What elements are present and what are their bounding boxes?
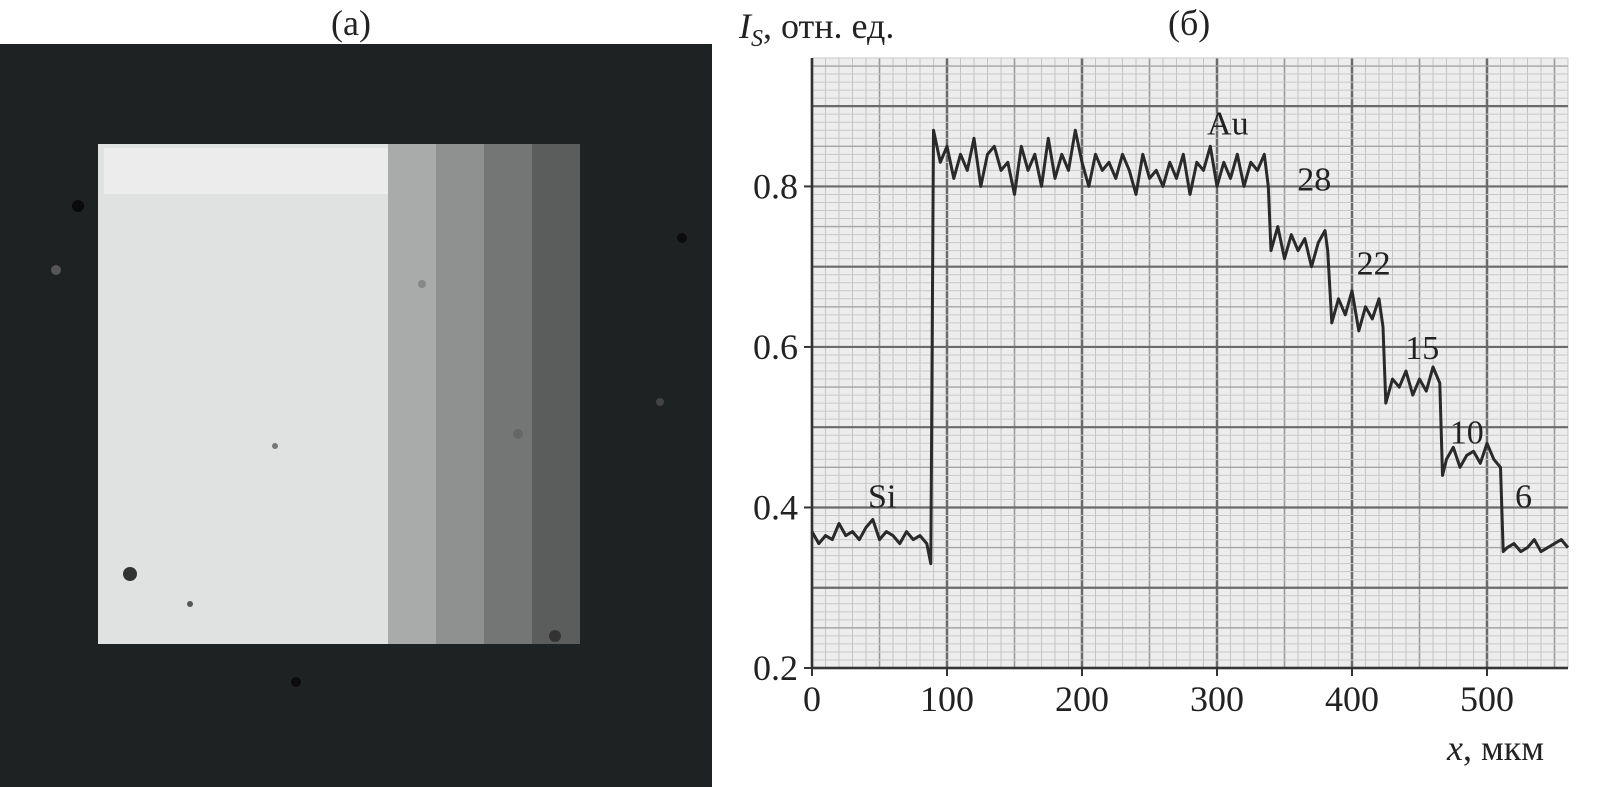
annotation-label: Si: [868, 478, 896, 515]
y-tick-label: 0.4: [753, 487, 798, 527]
strip-28: [388, 144, 436, 644]
strip-15: [484, 144, 532, 644]
x-axis-label: x, мкм: [1446, 728, 1544, 768]
y-tick-label: 0.2: [753, 648, 798, 688]
annotation-label: 22: [1357, 246, 1391, 283]
au-pad: [98, 144, 388, 644]
x-tick-label: 300: [1190, 679, 1244, 719]
axes: [810, 58, 1568, 670]
panel-label-b: (б): [1168, 3, 1211, 43]
x-tick-label: 500: [1460, 679, 1514, 719]
x-tick-label: 100: [920, 679, 974, 719]
x-tick-label: 200: [1055, 679, 1109, 719]
annotation-label: 10: [1450, 414, 1484, 451]
dust-specks: [51, 200, 687, 687]
y-axis-label: IS, отн. ед.: [738, 6, 894, 52]
annotation-label: Au: [1207, 105, 1249, 142]
annotations: Si Au 28 22 15 10 6: [868, 105, 1532, 515]
sample-micrograph: [0, 44, 712, 787]
annotation-label: 15: [1405, 330, 1439, 367]
y-tick-label: 0.8: [753, 166, 798, 206]
annotation-label: 28: [1297, 161, 1331, 198]
annotation-label: 6: [1515, 478, 1532, 515]
strip-10: [532, 144, 580, 644]
au-pad-top-band: [104, 148, 388, 194]
tick-labels: 0 100 200 300 400 500 0.2 0.4 0.6 0.8: [753, 166, 1514, 719]
panel-label-a: (a): [331, 3, 371, 43]
x-tick-label: 0: [803, 679, 821, 719]
x-tick-label: 400: [1325, 679, 1379, 719]
intensity-series-line: [810, 128, 1570, 566]
y-tick-label: 0.6: [753, 327, 798, 367]
grid: [810, 57, 1569, 670]
strip-22: [436, 144, 484, 644]
